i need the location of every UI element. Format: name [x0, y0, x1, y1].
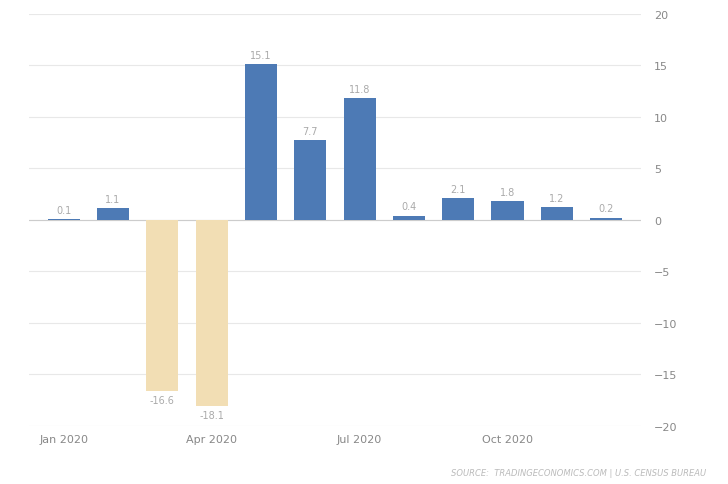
- Bar: [47, 219, 79, 220]
- Text: SOURCE:  TRADINGECONOMICS.COM | U.S. CENSUS BUREAU: SOURCE: TRADINGECONOMICS.COM | U.S. CENS…: [451, 468, 706, 477]
- Bar: [196, 220, 228, 407]
- Bar: [344, 99, 376, 220]
- Text: 2.1: 2.1: [451, 184, 466, 195]
- Text: -18.1: -18.1: [199, 410, 224, 421]
- Text: 1.1: 1.1: [106, 195, 121, 205]
- Bar: [146, 220, 178, 391]
- Bar: [393, 216, 425, 220]
- Bar: [245, 65, 277, 220]
- Bar: [491, 202, 523, 220]
- Text: 7.7: 7.7: [302, 127, 318, 137]
- Text: -16.6: -16.6: [150, 395, 175, 405]
- Text: 1.8: 1.8: [500, 188, 515, 197]
- Text: 11.8: 11.8: [349, 85, 371, 95]
- Bar: [590, 218, 622, 220]
- Text: 1.2: 1.2: [549, 194, 564, 204]
- Text: 0.4: 0.4: [401, 202, 416, 212]
- Text: 15.1: 15.1: [250, 51, 272, 61]
- Text: 0.2: 0.2: [598, 204, 614, 214]
- Bar: [97, 209, 129, 220]
- Bar: [442, 198, 474, 220]
- Bar: [541, 208, 573, 220]
- Bar: [294, 141, 326, 220]
- Text: 0.1: 0.1: [56, 205, 71, 215]
